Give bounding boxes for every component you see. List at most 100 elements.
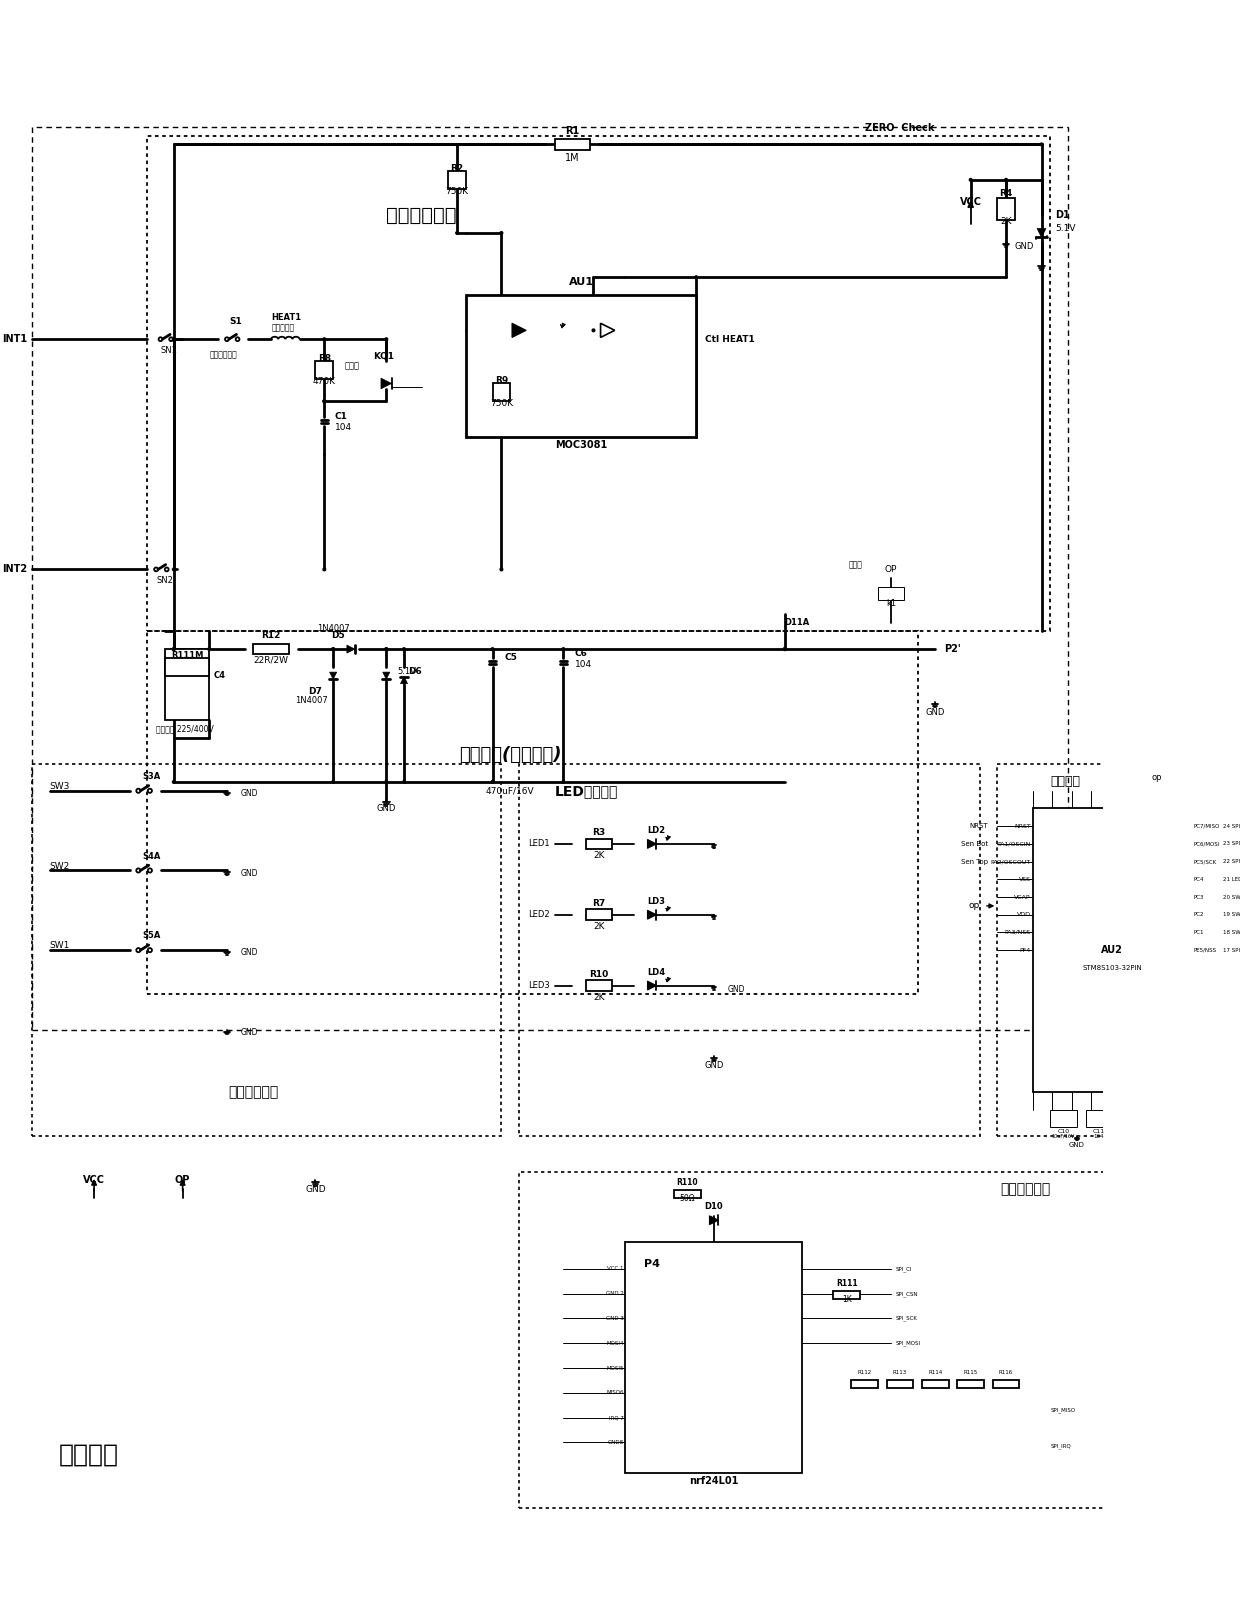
Circle shape [694, 275, 698, 278]
Text: op: op [968, 901, 980, 911]
Text: D10: D10 [704, 1202, 723, 1212]
Text: 22R/2W: 22R/2W [254, 655, 289, 665]
Text: KQ1: KQ1 [373, 352, 394, 362]
Text: PE5/NSS: PE5/NSS [1194, 948, 1216, 953]
Text: 104: 104 [1094, 1134, 1105, 1139]
Text: GND: GND [241, 869, 258, 877]
Text: SPI_MISO: SPI_MISO [1050, 1408, 1075, 1413]
Text: OP: OP [885, 565, 898, 574]
Text: S3A: S3A [143, 772, 161, 780]
Text: GND: GND [241, 788, 258, 798]
Text: GND: GND [377, 804, 396, 813]
Circle shape [322, 401, 326, 402]
Circle shape [456, 232, 459, 235]
Circle shape [562, 648, 564, 650]
Bar [253, 644, 289, 655]
Text: 2K: 2K [593, 922, 605, 930]
Text: 10uF/16V: 10uF/16V [1052, 1134, 1075, 1139]
Bar [165, 648, 210, 719]
Text: 可控硜: 可控硜 [345, 362, 360, 370]
Bar [32, 127, 1068, 1030]
Bar [887, 1381, 913, 1389]
Circle shape [1004, 179, 1007, 182]
Bar [165, 658, 210, 676]
Text: PC6/MOSI: PC6/MOSI [1194, 842, 1220, 846]
Text: C11: C11 [1092, 1130, 1105, 1134]
Text: 跳线帽: 跳线帽 [848, 560, 863, 570]
Circle shape [1040, 143, 1043, 146]
Polygon shape [383, 673, 389, 679]
Text: 锅身温度开关: 锅身温度开关 [210, 351, 237, 360]
Text: LD3: LD3 [647, 896, 666, 906]
Bar [878, 587, 904, 600]
Bar [997, 764, 1236, 1136]
Polygon shape [647, 981, 656, 990]
Text: 1N4007: 1N4007 [295, 697, 327, 705]
Text: PA1/OSCIN: PA1/OSCIN [997, 842, 1030, 846]
Text: R114: R114 [928, 1369, 942, 1376]
Text: GND: GND [305, 1184, 326, 1194]
Text: INT1: INT1 [2, 335, 27, 344]
Text: VCC: VCC [960, 196, 982, 208]
Text: R4: R4 [999, 188, 1013, 198]
Circle shape [322, 568, 326, 571]
Text: INT2: INT2 [2, 565, 27, 574]
Text: R115: R115 [963, 1369, 978, 1376]
Text: SN2: SN2 [156, 576, 174, 586]
Text: SPI_MOSI: SPI_MOSI [895, 1340, 920, 1347]
Text: VCC 1: VCC 1 [608, 1266, 624, 1271]
Circle shape [384, 780, 388, 784]
Text: GND: GND [1016, 241, 1034, 251]
Text: R9: R9 [495, 377, 508, 385]
Text: PA2/OSCOUT: PA2/OSCOUT [991, 859, 1030, 864]
Text: D1: D1 [1055, 211, 1070, 220]
Text: 750K: 750K [490, 399, 513, 409]
Bar [520, 764, 980, 1136]
Text: R112: R112 [857, 1369, 872, 1376]
Text: GND: GND [727, 985, 745, 994]
Text: R111M: R111M [171, 650, 203, 660]
Polygon shape [401, 676, 408, 684]
Circle shape [970, 179, 972, 182]
Circle shape [491, 780, 494, 784]
Circle shape [332, 648, 335, 650]
Text: Sen Top: Sen Top [961, 859, 988, 864]
Text: 104: 104 [575, 660, 591, 669]
Circle shape [384, 648, 388, 650]
Circle shape [500, 232, 502, 235]
Text: GND 3: GND 3 [605, 1316, 624, 1321]
Circle shape [500, 568, 502, 571]
Text: Sen Bot: Sen Bot [961, 842, 988, 846]
Text: 21 LED1: 21 LED1 [1223, 877, 1240, 882]
Text: 750K: 750K [445, 187, 469, 196]
Text: 按键输入模块: 按键输入模块 [228, 1084, 279, 1099]
Bar [997, 198, 1016, 220]
Text: 470K: 470K [312, 377, 336, 386]
Text: 22 SPI SCK: 22 SPI SCK [1223, 859, 1240, 864]
Text: 2K: 2K [1001, 217, 1012, 225]
Text: MOC3081: MOC3081 [556, 441, 608, 451]
Text: AU1: AU1 [569, 277, 594, 286]
Bar [492, 383, 510, 401]
Text: C10: C10 [1058, 1130, 1070, 1134]
Bar [148, 631, 918, 994]
Bar [957, 1381, 985, 1389]
Text: GND: GND [925, 708, 945, 718]
Text: 5.1V: 5.1V [398, 666, 417, 676]
Circle shape [784, 648, 786, 650]
Circle shape [172, 338, 175, 341]
Bar [675, 1189, 701, 1197]
Polygon shape [330, 673, 337, 679]
Text: LED3: LED3 [528, 981, 549, 990]
Text: PC2: PC2 [1194, 912, 1204, 917]
Bar [585, 909, 613, 920]
Text: 5.1V: 5.1V [1055, 224, 1075, 233]
Text: 17 SPI CE: 17 SPI CE [1223, 948, 1240, 953]
Text: C1: C1 [335, 412, 347, 420]
Text: GND: GND [1069, 1142, 1085, 1147]
Polygon shape [381, 378, 392, 389]
Circle shape [172, 338, 175, 341]
Circle shape [172, 648, 175, 650]
Text: IRQ 7: IRQ 7 [609, 1416, 624, 1421]
Text: C6: C6 [575, 648, 588, 658]
